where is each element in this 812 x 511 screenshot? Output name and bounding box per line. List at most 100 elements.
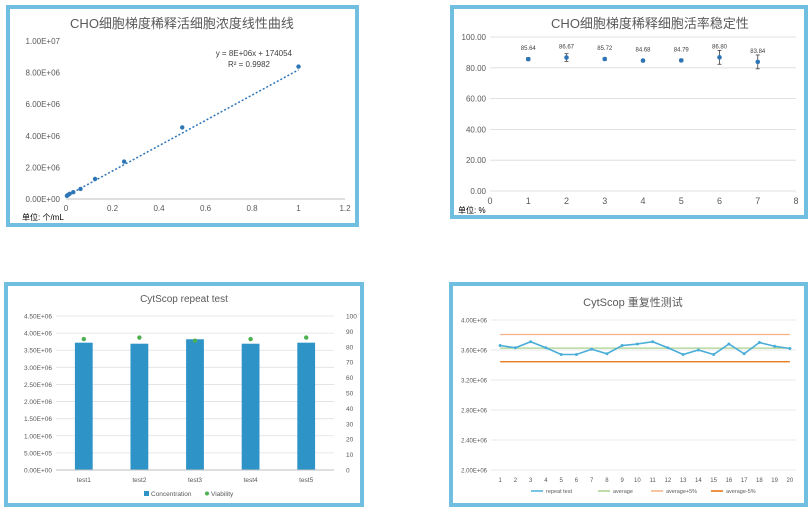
y-tick-label: 2.00E+06 [24, 399, 52, 406]
data-point [712, 353, 716, 356]
y-tick-label: 80.00 [466, 64, 487, 73]
legend-label-average: average [613, 489, 633, 495]
x-tick-label: 1 [296, 204, 301, 213]
y-tick-label: 3.20E+06 [461, 379, 488, 385]
x-tick-label: 4 [544, 478, 548, 484]
x-tick-label: 0 [487, 196, 492, 206]
data-point [605, 352, 609, 356]
y2-tick-label: 0 [346, 468, 350, 475]
data-point [635, 342, 639, 346]
repeatability-line-chart: CytScop 重复性测试 2.00E+06 2.40E+06 2.80E+06 3.… [461, 295, 796, 495]
x-tick-label: 19 [771, 478, 778, 484]
y2-tick-label: 40 [346, 406, 354, 413]
y-tick-label: 4.50E+06 [24, 314, 52, 321]
x-tick-label: 13 [680, 478, 687, 484]
x-tick-label: 0 [64, 204, 69, 213]
data-point [620, 344, 624, 347]
data-label: 83.84 [750, 49, 766, 55]
y-tick-label: 3.00E+06 [24, 365, 52, 372]
data-label: 85.64 [521, 46, 537, 52]
x-tick-label: 8 [793, 196, 798, 206]
x-tick-label: 0.8 [246, 204, 258, 213]
y-tick-label: 20.00 [466, 156, 487, 165]
data-point [717, 55, 722, 60]
repeat-test-bar-chart-panel: CytScop repeat test 0.00E+00 5.00E+05 1.00… [4, 282, 364, 507]
x-tick-label: test4 [244, 477, 258, 484]
data-point [78, 186, 83, 192]
unit-label: 单位: 个/mL [22, 212, 64, 222]
y-tick-label: 1.00E+07 [26, 37, 61, 46]
data-point [71, 190, 76, 195]
x-tick-label: 0.2 [107, 204, 119, 213]
linear-curve-chart: CHO细胞梯度稀释活细胞浓度线性曲线 y = 8E+06x + 174054 R… [22, 16, 351, 222]
data-point [574, 353, 578, 356]
bar [186, 339, 204, 470]
data-point [678, 58, 684, 63]
y-tick-label: 2.00E+06 [461, 469, 488, 475]
y-tick-label: 2.40E+06 [461, 439, 488, 445]
data-point [121, 159, 127, 164]
x-tick-label: test1 [77, 477, 91, 484]
r-squared-label: R² = 0.9982 [228, 60, 271, 69]
x-tick-label: 5 [559, 478, 563, 484]
data-point [559, 353, 563, 356]
chart-title: CytScop repeat test [140, 294, 228, 305]
legend-swatch-viability [205, 491, 209, 496]
repeat-test-bar-chart: CytScop repeat test 0.00E+00 5.00E+05 1.00… [24, 294, 357, 498]
legend-label-viability: Viability [211, 491, 234, 498]
x-tick-label: 12 [665, 478, 672, 484]
bar [74, 342, 93, 470]
y-tick-label: 0.00E+00 [26, 195, 61, 204]
legend-swatch-concentration [144, 491, 149, 496]
unit-label: 单位: % [458, 205, 486, 215]
data-point [564, 55, 569, 60]
x-tick-label: 3 [602, 196, 607, 206]
y-tick-label: 4.00E+06 [26, 132, 61, 141]
legend-label-average-5: average+5% [666, 489, 697, 495]
data-point [498, 344, 502, 347]
data-point [742, 352, 746, 356]
data-point [773, 344, 777, 348]
data-label: 84.79 [674, 47, 690, 53]
data-point [696, 348, 700, 352]
x-tick-label: 14 [695, 478, 702, 484]
y-tick-label: 4.00E+06 [24, 331, 52, 338]
x-tick-label: test3 [188, 477, 202, 484]
x-tick-label: 2 [564, 196, 569, 206]
viability-point [304, 335, 309, 340]
x-tick-label: 16 [726, 478, 733, 484]
y2-tick-label: 30 [346, 421, 354, 428]
x-tick-label: 17 [741, 478, 748, 484]
viability-point [81, 336, 87, 342]
y2-tick-label: 70 [346, 360, 354, 367]
chart-title: CytScop 重复性测试 [583, 295, 683, 309]
chart-title: CHO细胞梯度稀释细胞活率稳定性 [551, 16, 749, 31]
y2-tick-label: 100 [346, 314, 357, 321]
data-point [755, 59, 761, 65]
y-tick-label: 2.00E+06 [26, 163, 61, 172]
data-point [788, 347, 792, 350]
viability-point [137, 335, 142, 340]
y-tick-label: 0.00E+00 [24, 468, 52, 475]
chart-title: CHO细胞梯度稀释活细胞浓度线性曲线 [70, 16, 294, 31]
legend-label-repeat-test: repeat test [546, 489, 572, 495]
data-point [640, 58, 646, 63]
data-point [513, 346, 517, 350]
data-point [296, 64, 301, 69]
linear-curve-chart-panel: CHO细胞梯度稀释活细胞浓度线性曲线 y = 8E+06x + 174054 R… [6, 5, 359, 227]
y2-tick-label: 10 [346, 452, 354, 459]
y-tick-label: 5.00E+05 [24, 450, 52, 457]
x-tick-label: 9 [620, 478, 624, 484]
x-tick-label: 0.6 [200, 204, 212, 213]
y-tick-label: 100.00 [462, 33, 487, 42]
data-point [727, 342, 731, 346]
y-tick-label: 2.50E+06 [24, 382, 52, 389]
x-tick-label: 15 [710, 478, 717, 484]
y2-tick-label: 50 [346, 391, 354, 398]
data-point [529, 340, 533, 344]
y2-tick-label: 90 [346, 329, 354, 336]
x-tick-label: 7 [755, 196, 760, 206]
series-line-repeat-test [500, 340, 791, 356]
data-label: 85.72 [597, 46, 613, 52]
y-tick-label: 3.50E+06 [24, 348, 52, 355]
